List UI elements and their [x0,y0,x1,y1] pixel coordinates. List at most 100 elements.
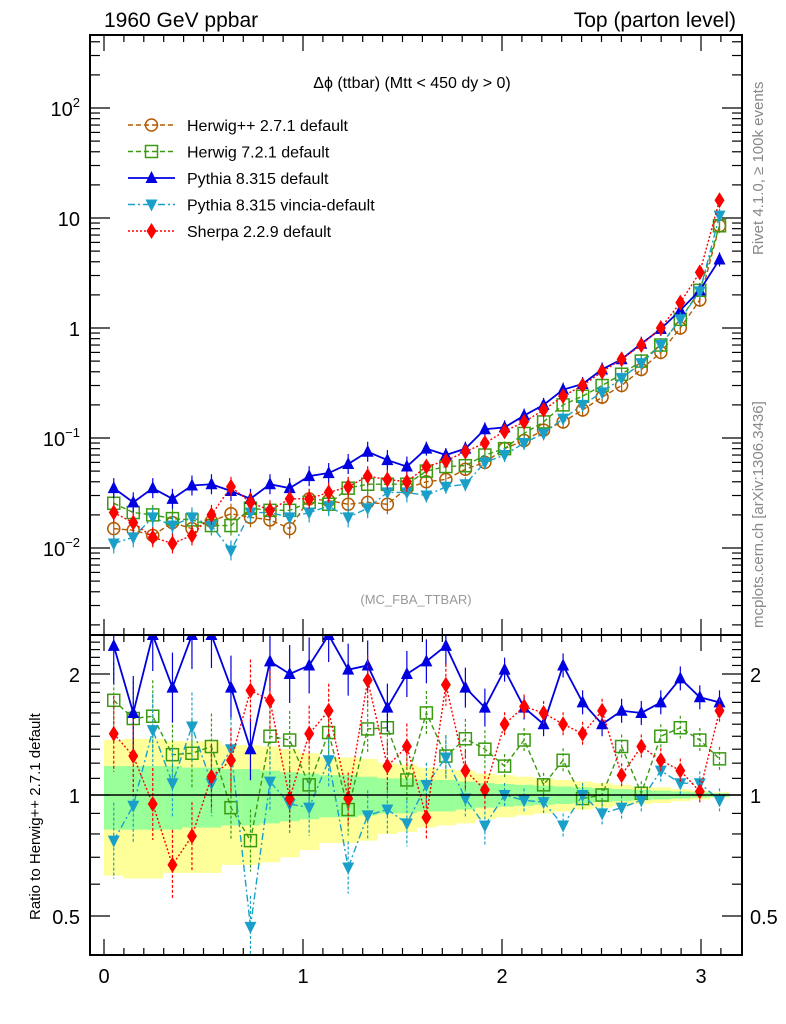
data-point [478,422,491,435]
series-line [113,225,721,527]
ratio-point [576,790,589,802]
ratio-point [185,721,198,734]
ratio-point [440,676,451,693]
data-point [518,438,531,451]
data-point [597,363,608,380]
data-point [694,264,705,281]
data-point [655,320,666,336]
ratio-point [420,779,433,792]
data-point [615,373,628,386]
ratio-point [381,804,394,817]
data-point [636,337,647,354]
data-point [577,377,588,394]
data-point [107,481,120,494]
data-point [322,501,335,514]
ratio-point [577,725,588,742]
x-tick-label: 3 [695,966,706,988]
ratio-point [381,700,394,713]
data-point [108,504,119,521]
ratio-point [421,809,432,826]
ratio-point [615,703,628,716]
ratio-point [303,802,316,815]
data-point [401,473,412,490]
x-tick-label: 1 [297,966,308,988]
data-point [128,514,139,531]
data-point [303,469,316,482]
ratio-point [400,666,413,679]
data-point [127,532,140,545]
x-tick-label: 2 [496,966,507,988]
data-point [146,512,159,525]
ratio-point [264,692,275,709]
legend-label: Pythia 8.315 vincia-default [187,198,375,215]
tick-exponent: 2 [73,95,80,110]
data-point [283,512,296,525]
ratio-series-layer [107,635,727,955]
ratio-point [206,768,217,785]
ratio-point [361,658,374,671]
legend-entry: Pythia 8.315 vincia-default [128,198,375,215]
ratio-ylabel: Ratio to Herwig++ 2.7.1 default [27,712,44,920]
y-tick-label: 10 [58,209,80,231]
ratio-point [224,680,237,693]
ratio-y-tick-label: 1 [69,786,80,808]
ratio-point [459,680,472,693]
data-point [460,443,471,460]
legend-label: Herwig 7.2.1 default [187,145,330,162]
series-2 [107,252,726,513]
ratio-point [479,781,490,798]
y-tick-label: 10−2 [43,535,80,561]
ratio-point [401,738,412,755]
ratio-point [146,635,159,641]
data-point [244,507,257,520]
data-point [654,340,667,353]
ratio-point [557,658,570,671]
ratio-point [342,862,355,875]
ratio-point [342,662,355,675]
data-point [224,545,237,558]
ratio-point [519,698,530,715]
ratio-point [420,654,433,667]
data-point [674,314,687,327]
series-4 [108,192,725,554]
data-point [342,457,355,470]
ratio-point [439,638,452,651]
data-point [185,478,198,491]
ratio-point [615,802,628,815]
band-1sigma [397,778,418,814]
data-point [147,529,158,546]
ratio-point [498,662,511,675]
ratio-point [419,706,434,720]
ratio-point [614,739,629,754]
ratio-point [478,820,491,833]
ratio-point [654,695,667,708]
rivet-label: Rivet 4.1.0, ≥ 100k events [750,82,767,255]
tick-base: 10 [43,539,65,561]
main-series-layer [107,192,727,561]
legend-marker [144,118,159,132]
legend-label: Herwig++ 2.7.1 default [187,118,349,135]
tick-base: 10 [43,429,65,451]
data-point [263,477,276,490]
ratio-point [556,753,570,768]
ratio-point [382,758,393,775]
plot-title: Δϕ (ttbar) (Mtt < 450 dy > 0) [313,75,511,92]
data-point [557,413,570,426]
data-point [635,358,648,371]
ratio-point [597,702,608,719]
series-line [113,200,721,545]
ratio-point [147,795,158,812]
ratio-point [283,666,296,679]
ratio-point [537,797,550,810]
data-point [127,495,140,508]
legend-marker [145,171,158,183]
ratio-point [713,795,726,808]
data-point [400,459,413,472]
ratio-point [674,778,687,791]
ratio-point [635,795,648,808]
data-point [713,252,726,265]
series-0 [107,218,727,546]
ratio-point [674,671,687,684]
ratio-point [478,700,491,713]
data-point [146,481,159,494]
